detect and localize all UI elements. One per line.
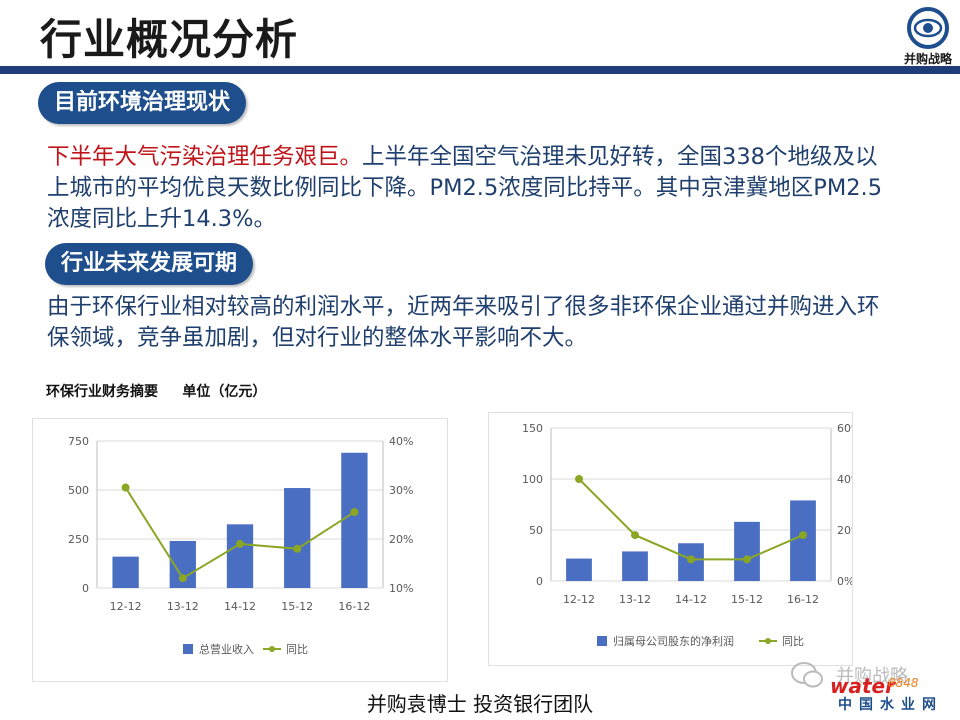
x-tick-label: 15-12 [281,600,313,613]
y-right-tick-label: 60% [837,422,852,435]
outlook-paragraph: 由于环保行业相对较高的利润水平，近两年来吸引了很多非环保企业通过并购进入环保领域… [47,294,880,351]
logo-text: 并购战略 [903,52,952,66]
watermark-site: 中国水业网 [838,697,943,713]
y-left-tick-label: 100 [522,473,543,486]
bar [622,551,648,581]
x-tick-label: 13-12 [619,593,651,606]
y-left-tick-label: 750 [68,435,89,448]
x-tick-label: 15-12 [731,593,763,606]
legend-bar-swatch [183,644,193,654]
watermark-water: water [830,674,895,698]
eye-icon [907,7,949,49]
x-tick-label: 12-12 [563,593,595,606]
legend-line-marker [269,646,275,652]
y-right-tick-label: 40% [837,473,852,486]
wechat-icon [791,662,823,688]
financial-summary-title: 环保行业财务摘要 单位（亿元） [46,384,267,400]
net-profit-chart: 0 0% 50 20% 100 40% 150 60% 12-12 13-12 14-12 15-12… [488,412,861,666]
y-left-tick-label: 0 [536,575,543,588]
yoy-point [687,555,695,564]
y-right-tick-label: 20% [837,524,852,537]
x-tick-label: 14-12 [224,600,256,613]
logo: 并购战略 [898,6,958,68]
x-tick-label: 16-12 [787,593,819,606]
yoy-point [631,531,639,540]
y-right-tick-label: 0% [837,575,852,588]
y-left-tick-label: 0 [82,582,89,595]
bar [284,488,311,588]
bar [734,521,760,581]
legend-bar-label: 总营业收入 [199,642,254,656]
x-tick-label: 13-12 [167,600,199,613]
legend-line-label: 同比 [286,643,308,656]
y-left-tick-label: 250 [68,533,89,546]
watermark-number: 8848 [888,676,919,690]
bar [112,556,139,588]
bar [566,558,592,581]
legend-bar-swatch [597,636,607,646]
section-heading-current-status: 目前环境治理现状 [38,82,247,124]
page-title: 行业概况分析 [40,15,299,64]
y-left-tick-label: 150 [522,422,543,435]
y-right-tick-label: 40% [389,435,413,448]
yoy-point [178,574,187,583]
legend-line-marker [765,638,771,644]
y-left-tick-label: 50 [529,524,543,537]
yoy-point [236,539,244,548]
bar [226,524,254,588]
revenue-chart: 0 10% 250 20% 500 30% 750 40% 12-12 13-12 14-12 15-… [32,418,448,682]
yoy-point [121,483,130,492]
y-right-tick-label: 20% [389,533,413,546]
y-right-tick-label: 10% [389,582,413,595]
x-tick-label: 14-12 [675,593,707,606]
yoy-point [799,531,807,540]
footer-text: 并购袁博士 投资银行团队 [366,692,594,716]
legend-line-label: 同比 [782,635,804,648]
y-left-tick-label: 500 [68,484,89,497]
current-status-body: 上半年全国空气治理未见好转，全国338个地级及以上城市的平均优良天数比例同比下降… [47,144,883,232]
title-divider [0,66,960,74]
yoy-point [293,544,302,553]
revenue-chart-svg: 0 10% 250 20% 500 30% 750 40% 12-12 13-12 14-12 15-… [68,435,413,656]
x-tick-label: 12-12 [110,600,142,613]
legend-bar-label: 归属母公司股东的净利润 [613,634,734,648]
yoy-point [575,475,583,483]
yoy-point [350,508,359,517]
net-profit-chart-svg: 0 0% 50 20% 100 40% 150 60% 12-12 13-12 14-12 15-12… [522,422,861,648]
x-tick-label: 16-12 [338,600,370,613]
section-heading-outlook: 行业未来发展可期 [45,243,254,285]
watermark-wechat: 并购战略 [836,666,908,687]
yoy-point [743,555,751,564]
y-right-tick-label: 30% [389,484,413,497]
bar [341,452,368,588]
bar [790,500,816,581]
current-status-paragraph: 下半年大气污染治理任务艰巨。上半年全国空气治理未见好转，全国338个地级及以上城… [47,142,897,235]
highlight-text: 下半年大气污染治理任务艰巨。 [47,144,363,170]
